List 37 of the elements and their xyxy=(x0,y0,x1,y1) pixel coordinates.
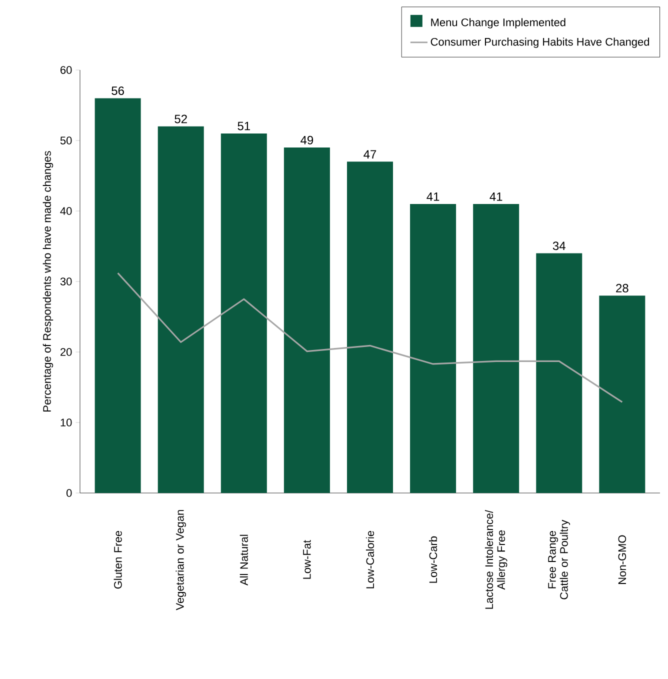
y-tick-label: 10 xyxy=(60,418,72,426)
x-tick-label: Vegetarian or Vegan xyxy=(176,510,186,610)
y-tick-label: 30 xyxy=(60,278,72,286)
bar xyxy=(410,204,456,493)
data-label: 41 xyxy=(490,192,502,201)
bar xyxy=(599,296,646,493)
data-label: 41 xyxy=(426,192,440,201)
bar xyxy=(94,98,141,493)
y-tick-label: 40 xyxy=(60,207,72,215)
x-tick-label: Low-Carb xyxy=(429,536,438,583)
legend-label: Consumer Purchasing Habits Have Changed xyxy=(430,38,650,48)
y-tick-label: 50 xyxy=(60,136,72,144)
data-label: 34 xyxy=(552,242,566,250)
data-label: 56 xyxy=(112,86,124,95)
x-tick-label: Free Range Cattle or Poultry xyxy=(548,520,570,600)
x-tick-label: Lactose Intolerance/ Allergy Free xyxy=(484,510,508,609)
y-tick-label: 20 xyxy=(60,348,72,356)
bar xyxy=(284,148,330,493)
y-tick-label: 0 xyxy=(66,489,72,497)
x-tick-label: Low-Fat xyxy=(303,540,311,579)
data-label: 51 xyxy=(238,122,250,130)
data-label: 28 xyxy=(616,284,628,292)
x-tick-label: Gluten Free xyxy=(114,530,122,589)
x-tick-label: Low-Calorie xyxy=(366,530,374,588)
data-label: 49 xyxy=(300,136,314,144)
y-axis-title: Percentage of Respondents who have made changes xyxy=(42,151,54,412)
x-tick-label: Non-GMO xyxy=(618,535,626,584)
bar xyxy=(346,162,393,493)
legend-label: Menu Change Implemented xyxy=(431,18,566,28)
data-label: 47 xyxy=(364,150,376,158)
bar xyxy=(220,133,267,493)
x-tick-label: All Natural xyxy=(240,534,248,586)
bar xyxy=(158,126,204,493)
data-label: 52 xyxy=(174,114,187,124)
bar xyxy=(473,204,520,493)
bar xyxy=(536,253,582,493)
y-tick-label: 60 xyxy=(60,66,72,74)
